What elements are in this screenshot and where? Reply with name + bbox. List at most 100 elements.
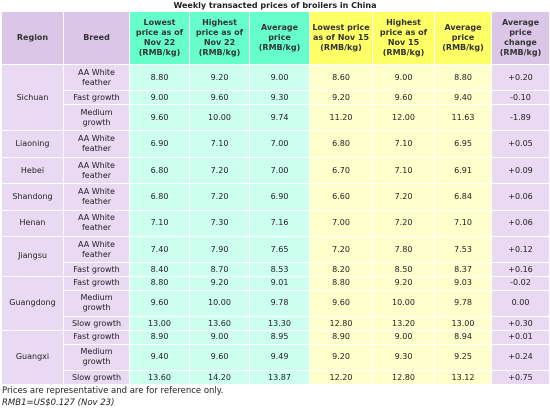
- header-cell: Average price (RMB/kg): [249, 11, 310, 65]
- price-cell: 8.90: [309, 329, 373, 345]
- price-cell: +0.12: [491, 235, 550, 264]
- price-cell: 13.60: [129, 370, 190, 385]
- table-row: Henan AA White feather 7.10 7.30 7.16 7.00 7.2…: [1, 209, 550, 237]
- price-cell: 7.00: [249, 156, 310, 185]
- price-cell: 14.20: [189, 370, 250, 385]
- price-cell: 8.50: [372, 262, 435, 277]
- price-cell: 7.16: [249, 209, 310, 237]
- header-cell: Region: [1, 11, 64, 65]
- header-cell: Lowest price as of Nov 15 (RMB/kg): [309, 11, 373, 65]
- price-cell: 8.40: [129, 262, 190, 277]
- price-cell: 8.95: [249, 329, 310, 345]
- price-cell: 9.60: [309, 289, 373, 318]
- price-cell: 7.53: [434, 235, 492, 264]
- price-cell: 8.37: [434, 262, 492, 277]
- price-cell: 6.91: [434, 156, 492, 185]
- price-cell: 12.20: [309, 370, 373, 385]
- price-cell: 12.80: [309, 316, 373, 331]
- price-cell: 9.60: [129, 104, 190, 132]
- region-cell: Henan: [1, 209, 64, 237]
- table-row: Guangdong Fast growth 8.80 9.20 9.01 8.80 9.20…: [1, 276, 550, 331]
- table-row: Medium growth 9.60 10.00 9.78 9.60 10.00 9.78 0…: [2, 289, 550, 318]
- price-cell: 9.60: [189, 343, 250, 372]
- price-cell: 13.87: [249, 370, 310, 385]
- price-cell: 9.74: [249, 104, 310, 132]
- price-cell: 9.00: [129, 90, 190, 106]
- price-cell: 9.00: [189, 329, 250, 345]
- note: Prices are representative and are for re…: [2, 386, 224, 396]
- price-cell: 6.80: [129, 156, 190, 185]
- table-row: Slow growth 13.60 14.20 13.87 12.20 12.80 13.1…: [2, 370, 550, 385]
- region-cell: Guangxi: [1, 329, 64, 386]
- price-cell: 9.00: [249, 63, 310, 92]
- price-cell: 7.80: [372, 235, 435, 264]
- price-cell: 7.10: [129, 209, 190, 237]
- region-cell: Sichuan: [1, 63, 64, 132]
- table-row: Jiangsu AA White feather 7.40 7.90 7.65 7.20 7…: [1, 235, 550, 278]
- table-row: Fast growth 9.00 9.60 9.30 9.20 9.60 9.40 -0.10: [2, 90, 550, 106]
- price-cell: +0.06: [491, 183, 550, 211]
- price-cell: 9.20: [189, 63, 250, 92]
- price-cell: 8.53: [249, 262, 310, 277]
- table-row: Guangxi Fast growth 8.90 9.00 8.95 8.90 9.00 8.…: [1, 329, 550, 386]
- header-cell: Highest price as of Nov 15 (RMB/kg): [372, 11, 435, 65]
- price-cell: 10.00: [189, 104, 250, 132]
- price-cell: +0.05: [491, 130, 550, 158]
- price-cell: 8.80: [434, 63, 492, 92]
- price-cell: 9.60: [372, 90, 435, 106]
- price-cell: 7.20: [372, 209, 435, 237]
- breed-cell: Slow growth: [63, 316, 130, 331]
- price-cell: +0.30: [491, 316, 550, 331]
- region-cell: Liaoning: [1, 130, 64, 158]
- price-cell: 13.00: [434, 316, 492, 331]
- price-cell: 7.10: [434, 209, 492, 237]
- price-cell: 9.03: [434, 276, 492, 291]
- price-cell: -0.10: [491, 90, 550, 106]
- table-row: Medium growth 9.40 9.60 9.49 9.20 9.30 9.25 +0.…: [2, 343, 550, 372]
- price-cell: 6.95: [434, 130, 492, 158]
- price-cell: 6.84: [434, 183, 492, 211]
- breed-cell: AA White feather: [63, 63, 130, 92]
- price-cell: 13.00: [129, 316, 190, 331]
- price-cell: 7.10: [372, 130, 435, 158]
- price-cell: 0.00: [491, 289, 550, 318]
- price-cell: 10.00: [189, 289, 250, 318]
- table-row: Sichuan AA White feather 8.80 9.20 9.00 8.60 9…: [1, 63, 550, 132]
- price-cell: 9.60: [189, 90, 250, 106]
- price-cell: +0.01: [491, 329, 550, 345]
- price-cell: +0.20: [491, 63, 550, 92]
- price-cell: 9.25: [434, 343, 492, 372]
- header-row: Region Breed Lowest price as of Nov 22 (RM…: [1, 11, 550, 65]
- price-cell: 6.70: [309, 156, 373, 185]
- breed-cell: AA White feather: [63, 235, 130, 264]
- breed-cell: Fast growth: [63, 329, 130, 345]
- price-cell: 11.20: [309, 104, 373, 132]
- table-row: Medium growth 9.60 10.00 9.74 11.20 12.00 11.6…: [2, 104, 550, 132]
- price-cell: 13.20: [372, 316, 435, 331]
- price-cell: 13.12: [434, 370, 492, 385]
- region-cell: Guangdong: [1, 276, 64, 331]
- breed-cell: Slow growth: [63, 370, 130, 385]
- price-cell: -1.89: [491, 104, 550, 132]
- price-cell: 8.80: [129, 276, 190, 291]
- price-cell: 7.20: [372, 183, 435, 211]
- price-cell: 9.20: [372, 276, 435, 291]
- price-cell: 6.90: [129, 130, 190, 158]
- price-cell: 9.49: [249, 343, 310, 372]
- breed-cell: AA White feather: [63, 156, 130, 185]
- breed-cell: Medium growth: [63, 104, 130, 132]
- price-cell: 8.94: [434, 329, 492, 345]
- price-cell: 9.20: [309, 343, 373, 372]
- header-cell: Highest price as of Nov 22 (RMB/kg): [189, 11, 250, 65]
- breed-cell: Medium growth: [63, 289, 130, 318]
- price-cell: 9.40: [129, 343, 190, 372]
- price-cell: 10.00: [372, 289, 435, 318]
- price-cell: 7.00: [249, 130, 310, 158]
- price-cell: 7.20: [309, 235, 373, 264]
- price-cell: 7.65: [249, 235, 310, 264]
- table-title: Weekly transacted prices of broilers in …: [173, 1, 377, 10]
- header-cell: Breed: [63, 11, 130, 65]
- price-cell: 7.90: [189, 235, 250, 264]
- region-cell: Hebei: [1, 156, 64, 185]
